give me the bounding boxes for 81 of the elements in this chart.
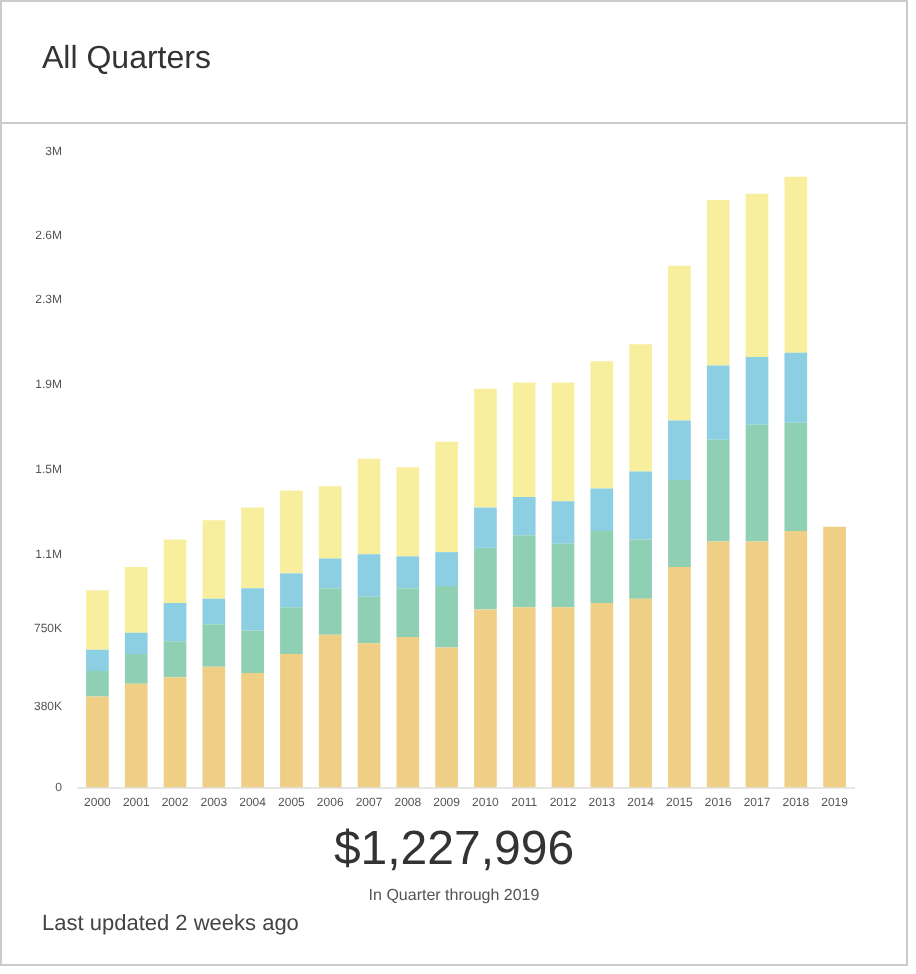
bar [86,649,109,671]
bar [202,598,226,625]
bar [86,590,109,650]
bar [124,566,148,633]
bar [512,535,536,608]
bar [823,526,846,788]
bar [590,361,614,489]
bar [435,647,458,788]
bar [357,554,381,597]
bar [629,598,652,788]
bar [784,176,808,353]
bar [163,641,187,678]
bar [551,607,575,788]
bar [357,643,381,788]
bar [357,596,381,644]
bar [590,530,614,604]
bar [629,471,652,540]
bar [202,624,226,667]
bar [357,458,381,555]
bar [784,352,808,423]
bar [396,467,420,557]
chart-title: All Quarters [2,2,906,124]
bar [551,382,575,502]
bar [706,439,730,542]
bar [474,547,497,610]
bar [590,603,614,788]
bar [629,344,652,472]
bar [668,420,691,481]
bar [280,607,303,654]
bar [551,543,575,608]
bar [124,653,148,684]
bar [474,609,497,788]
bar [512,607,536,788]
bar [745,356,769,425]
bar [474,507,497,548]
bar [124,683,148,788]
bar [318,558,342,589]
bar [318,486,342,559]
bar [551,501,575,544]
text: In Quarter through 2019 [366,886,542,904]
bar [668,566,691,788]
bar [202,520,226,599]
bar [590,488,614,531]
bar [706,365,730,440]
bar [629,539,652,599]
bar [202,666,226,788]
bar [435,552,458,587]
bar [668,265,691,421]
bar [86,696,109,788]
bar [512,496,536,536]
bar [241,507,264,589]
bar [396,556,420,589]
bar [318,634,342,788]
bar [668,480,691,567]
text: Last updated 2 weeks ago [42,912,299,936]
bar [706,199,730,366]
bar [745,541,769,788]
bar [124,632,148,654]
bar [435,586,458,648]
bar [435,441,458,553]
bar [163,677,187,788]
bar [396,636,420,788]
bar [784,422,808,531]
bar [163,603,187,642]
bar [745,424,769,542]
bar [241,630,264,674]
bar [512,382,536,497]
bar [396,588,420,637]
bar [474,388,497,508]
bar [706,541,730,788]
bar [86,670,109,697]
bar [745,193,769,357]
text: $1,227,996 [331,822,577,878]
bar [280,653,303,788]
bar [163,539,187,604]
bar [280,573,303,608]
bar [318,588,342,635]
bar [241,673,264,788]
bar [784,530,808,788]
bar [280,490,303,574]
bar [241,588,264,631]
